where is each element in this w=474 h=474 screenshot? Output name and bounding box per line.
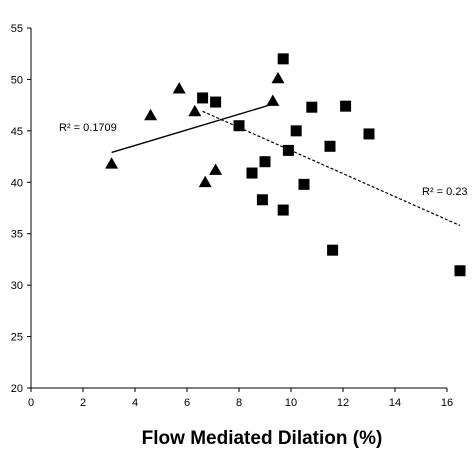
triangle-point	[271, 71, 285, 84]
triangle-point	[172, 82, 186, 94]
square-point	[298, 178, 310, 190]
square-point	[197, 92, 209, 104]
x-tick-label: 2	[80, 397, 86, 409]
trendline-triangle	[111, 103, 274, 154]
y-tick-label: 35	[11, 229, 23, 241]
square-point	[340, 100, 352, 112]
triangle-point	[105, 157, 119, 169]
square-point	[327, 244, 339, 256]
triangle-point	[144, 108, 158, 121]
y-tick-label: 20	[11, 383, 23, 395]
square-point	[233, 120, 245, 132]
square-point	[277, 53, 289, 65]
square-point	[306, 101, 318, 113]
x-tick-label: 6	[184, 397, 190, 409]
x-tick-label: 16	[441, 397, 453, 409]
square-point	[259, 156, 271, 168]
square-point	[290, 125, 302, 137]
x-tick-label: 14	[389, 397, 401, 409]
square-point	[256, 194, 268, 206]
square-point	[324, 140, 336, 152]
square-point	[282, 144, 294, 156]
square-point	[363, 128, 375, 140]
y-tick-label: 55	[11, 23, 23, 35]
trendline-square	[202, 110, 461, 227]
data-points	[105, 53, 466, 277]
x-axis-label: Flow Mediated Dilation (%)	[142, 428, 383, 449]
x-tick-label: 8	[236, 397, 242, 409]
x-tick-label: 0	[28, 397, 34, 409]
y-tick-label: 45	[11, 126, 23, 138]
x-tick-label: 10	[285, 397, 297, 409]
r2-label-squares: R² = 0.23	[422, 186, 468, 198]
square-point	[210, 96, 222, 108]
triangle-point	[198, 175, 212, 188]
axes	[27, 27, 448, 392]
square-point	[246, 167, 258, 179]
triangle-point	[188, 104, 202, 117]
square-point	[454, 265, 466, 277]
x-tick-label: 12	[337, 397, 349, 409]
triangle-point	[266, 94, 280, 106]
y-tick-label: 25	[11, 332, 23, 344]
triangle-point	[209, 163, 223, 175]
trendlines	[111, 103, 461, 227]
square-point	[277, 204, 289, 216]
y-tick-label: 30	[11, 280, 23, 292]
y-tick-label: 50	[11, 74, 23, 86]
x-tick-label: 4	[132, 397, 138, 409]
tick-labels: 20 25 30 35 40 45 50 55 0 2 4 6 8 10 12 14 16	[11, 23, 453, 409]
y-tick-label: 40	[11, 177, 23, 189]
r2-label-triangles: R² = 0.1709	[59, 122, 117, 134]
